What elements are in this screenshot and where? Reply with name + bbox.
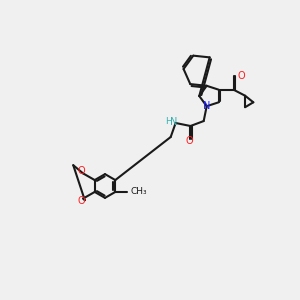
Text: N: N [203,101,210,111]
Text: O: O [78,196,86,206]
Text: O: O [237,71,245,82]
Text: O: O [78,166,86,176]
Text: N: N [170,116,178,127]
Text: O: O [185,136,193,146]
Text: H: H [165,117,172,126]
Text: CH₃: CH₃ [130,188,147,196]
